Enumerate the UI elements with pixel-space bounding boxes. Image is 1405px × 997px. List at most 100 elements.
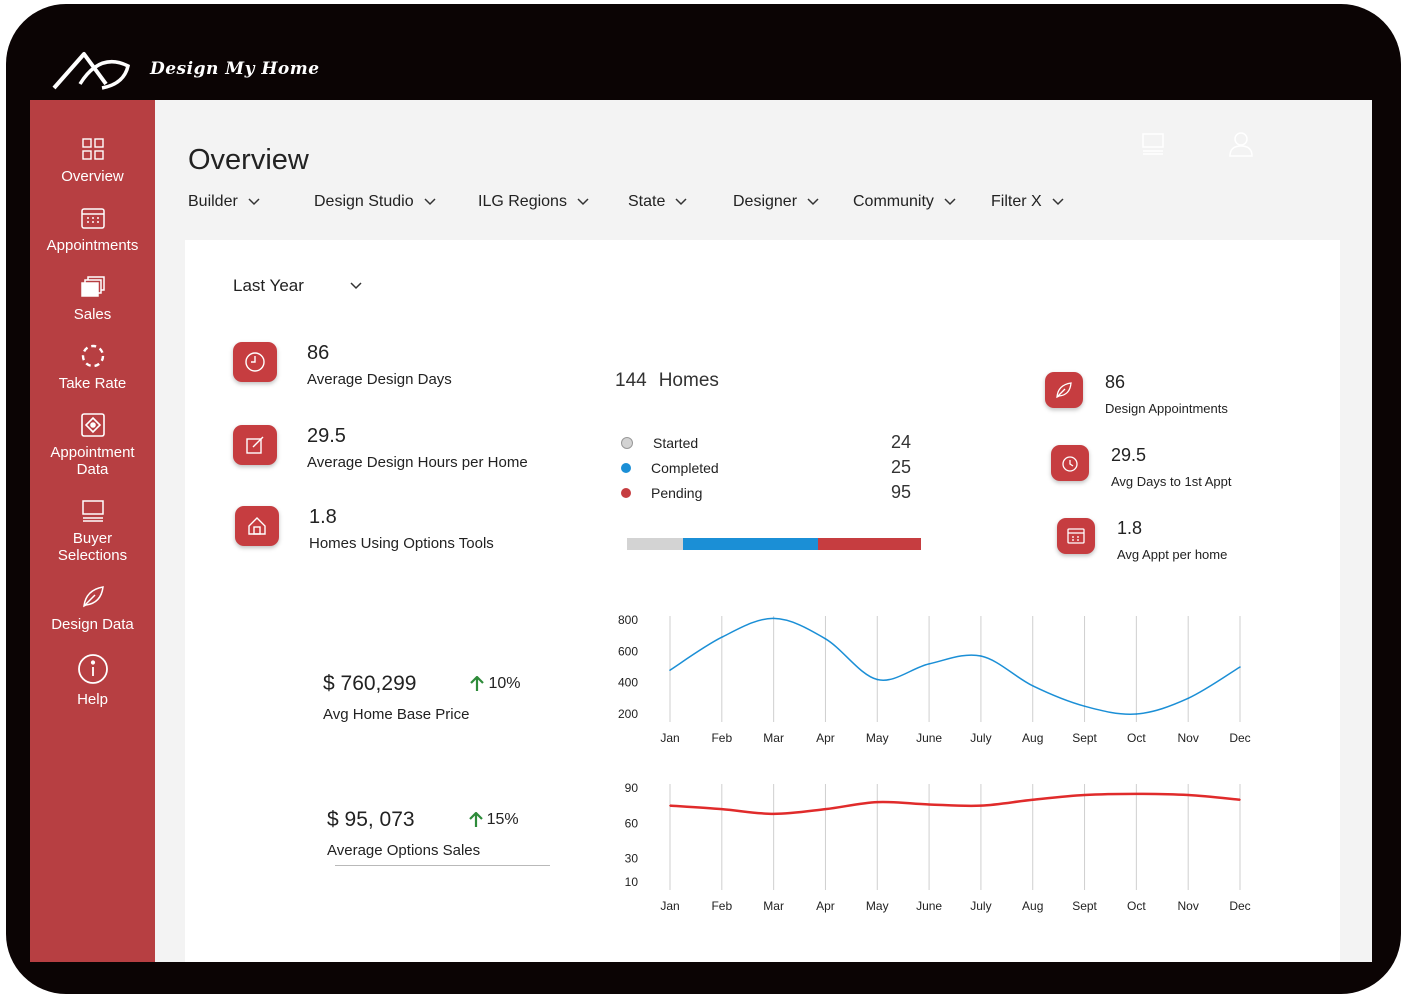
data-point [980,804,982,807]
y-tick-label: 90 [625,781,639,795]
metric-label: Homes Using Options Tools [309,535,494,552]
data-point [669,804,671,807]
homes-label: Homes [658,370,719,391]
data-point [669,669,671,671]
kpi-label: Avg Home Base Price [323,706,470,723]
chevron-down-icon [424,198,436,206]
filter-state[interactable]: State [628,193,733,211]
kpi-change: 15% [468,811,519,829]
series-line [669,792,1241,816]
filter-label: ILG Regions [478,193,567,210]
data-point [721,636,723,639]
metric-value: 29.5 [307,425,346,447]
chevron-down-icon [807,198,819,206]
y-tick-label: 10 [625,875,639,889]
homes-count: 144 [615,370,647,391]
info-icon [77,653,109,685]
sidebar: Overview Appointments [30,100,155,962]
chevron-down-icon [350,282,362,290]
overview-card: Last Year 86 Average Design Days 29.5 Av… [185,240,1340,962]
x-tick-label: Feb [711,731,732,745]
x-tick-label: July [970,899,991,913]
status-value: 24 [890,432,911,452]
sidebar-item-design-data[interactable]: Design Data [30,584,155,633]
sidebar-item-sales[interactable]: Sales [30,274,155,323]
brand-name: Design My Home [150,59,320,79]
arrow-up-icon [470,676,485,691]
x-tick-label: Apr [816,731,835,745]
chevron-down-icon [248,198,260,206]
x-tick-label: May [866,731,889,745]
status-name: Started [653,434,699,451]
metric-value: 86 [307,342,330,364]
images-icon [80,274,106,300]
data-point [876,801,879,803]
filter-community[interactable]: Community [853,193,991,211]
clock-icon [233,342,277,382]
filter-x[interactable]: Filter X [991,193,1091,211]
kpi-avg-options-sales: $ 95, 073 15% Average Options Sales [327,808,519,859]
data-grid-icon [80,412,106,438]
sidebar-item-overview[interactable]: Overview [30,136,155,185]
leaf-icon [1045,372,1083,408]
filter-builder[interactable]: Builder [188,193,314,211]
x-tick-label: Aug [1022,899,1043,913]
metric-value: 1.8 [309,506,337,528]
x-tick-label: Jan [660,731,679,745]
data-point [1083,705,1086,707]
leaf-icon [80,584,106,610]
sidebar-item-help[interactable]: Help [30,653,155,708]
monitor-icon[interactable] [1139,130,1167,158]
filter-designer[interactable]: Designer [733,193,853,211]
user-icon[interactable] [1227,130,1255,158]
kpi-value: $ 95, 073 [327,808,415,831]
bar-segment-completed [682,538,819,550]
metric-label: Avg Appt per home [1117,547,1228,562]
metric-days-to-first-appt: 29.5 Avg Days to 1st Appt [1051,445,1231,489]
data-point [876,678,879,681]
y-tick-label: 30 [625,852,639,866]
filter-label: Builder [188,193,238,210]
x-tick-label: Nov [1178,899,1199,913]
data-point [1135,793,1138,795]
x-tick-label: Sept [1072,731,1097,745]
x-tick-label: Oct [1127,899,1146,913]
sidebar-item-appointment-data[interactable]: Appointment Data [30,412,155,478]
metric-value: 29.5 [1111,445,1147,465]
brand-logo[interactable]: Design My Home [50,44,320,94]
period-select[interactable]: Last Year [233,276,362,296]
sidebar-item-label: Appointment Data [50,444,135,478]
data-point [824,638,827,640]
filter-design-studio[interactable]: Design Studio [314,193,478,211]
status-dot [621,436,633,449]
filter-ilg-regions[interactable]: ILG Regions [478,193,628,211]
kpi-avg-home-base-price: $ 760,299 10% Avg Home Base Price [323,672,520,723]
sidebar-item-label: Buyer Selections [57,530,128,564]
x-tick-label: Mar [763,899,784,913]
topbar-actions [1139,130,1255,158]
x-tick-label: Jan [660,899,679,913]
metric-design-days: 86 Average Design Days [233,342,452,388]
homes-status-list: Started 24 Completed 25 Pending 95 [621,430,911,505]
sidebar-item-take-rate[interactable]: Take Rate [30,343,155,392]
status-row-started: Started 24 [621,430,911,455]
status-value: 25 [890,457,911,477]
data-point [1239,666,1241,668]
sidebar-item-label: Overview [61,168,124,185]
y-tick-label: 400 [618,676,638,690]
chevron-down-icon [675,198,687,206]
data-point [772,813,775,815]
data-point [1031,685,1034,687]
data-point [928,663,930,665]
chevron-down-icon [1052,198,1064,206]
sidebar-item-appointments[interactable]: Appointments [30,205,155,254]
timer-icon [1051,445,1089,481]
page-title: Overview [188,144,309,176]
filter-bar: Builder Design Studio ILG Regions State … [188,193,1091,211]
status-row-pending: Pending 95 [621,480,911,505]
kpi-change-value: 10% [488,675,521,692]
y-tick-label: 600 [618,644,638,658]
sidebar-item-buyer-selections[interactable]: Buyer Selections [30,498,155,564]
bar-segment-pending [818,538,921,550]
filter-label: Community [853,193,934,210]
